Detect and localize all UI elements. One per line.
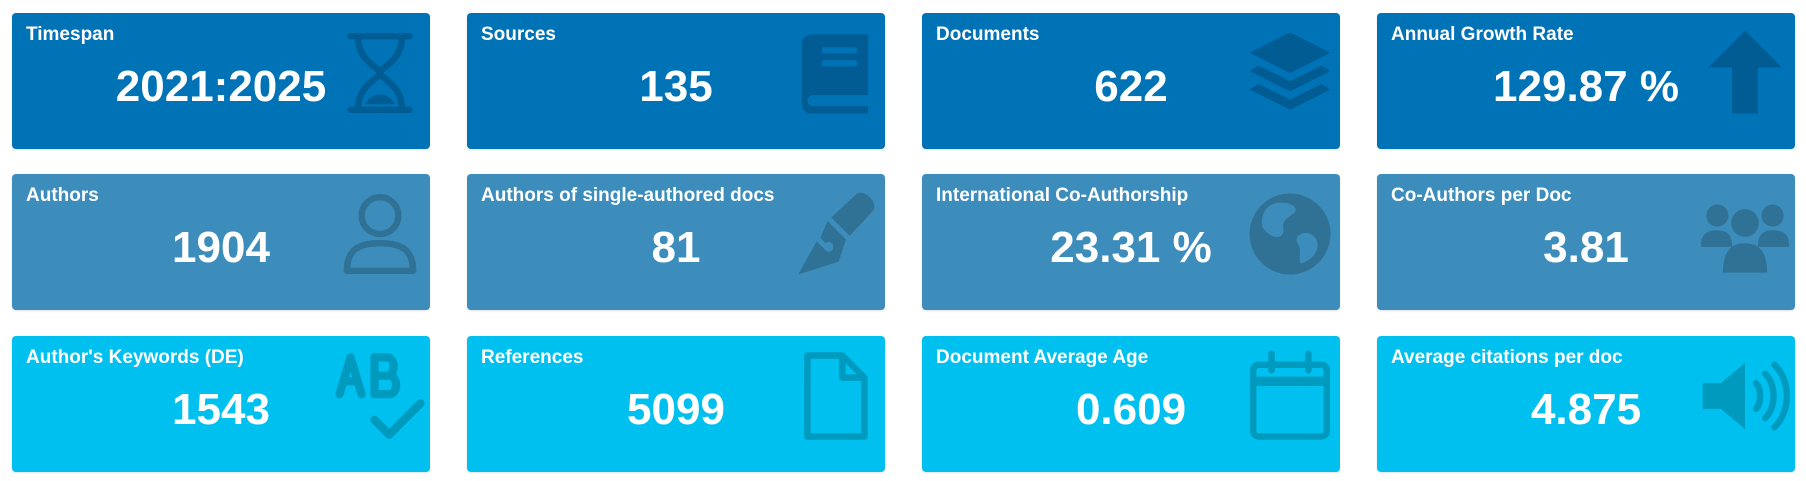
box-value: 129.87 % — [1493, 62, 1679, 111]
box-value: 5099 — [627, 385, 725, 434]
box-label: Authors — [26, 185, 99, 206]
documents-box: Documents 622 — [922, 13, 1340, 149]
timespan-box: Timespan 2021:2025 — [12, 13, 430, 149]
document-average-age-box: Document Average Age 0.609 — [922, 336, 1340, 472]
box-value: 1543 — [172, 385, 270, 434]
authors-box: Authors 1904 — [12, 174, 430, 310]
box-value: 0.609 — [1075, 385, 1187, 434]
volume-icon — [1699, 350, 1791, 442]
layers-icon — [1244, 27, 1336, 119]
globe-icon — [1244, 188, 1336, 280]
users-icon — [1699, 188, 1791, 280]
annual-growth-rate-box: Annual Growth Rate 129.87 % — [1377, 13, 1795, 149]
hourglass-icon — [334, 27, 426, 119]
box-value: 3.81 — [1543, 223, 1629, 272]
sources-box: Sources 135 — [467, 13, 885, 149]
box-label: Timespan — [26, 24, 115, 45]
box-label: Document Average Age — [936, 347, 1149, 368]
calendar-icon — [1244, 350, 1336, 442]
spell-check-icon — [334, 350, 426, 442]
box-value: 4.875 — [1530, 385, 1642, 434]
user-icon — [334, 188, 426, 280]
average-citations-box: Average citations per doc 4.875 — [1377, 336, 1795, 472]
coauthors-per-doc-box: Co-Authors per Doc 3.81 — [1377, 174, 1795, 310]
box-label: Co-Authors per Doc — [1391, 185, 1572, 206]
box-value: 1904 — [172, 223, 270, 272]
book-icon — [789, 27, 881, 119]
box-value: 135 — [639, 62, 713, 111]
box-value: 23.31 % — [1050, 223, 1212, 272]
arrow-up-icon — [1699, 27, 1791, 119]
box-label: Author's Keywords (DE) — [26, 347, 244, 368]
international-coauthorship-box: International Co-Authorship 23.31 % — [922, 174, 1340, 310]
box-label: Average citations per doc — [1391, 347, 1623, 368]
box-value: 2021:2025 — [115, 62, 327, 111]
authors-keywords-box: Author's Keywords (DE) 1543 — [12, 336, 430, 472]
box-label: Documents — [936, 24, 1040, 45]
pen-nib-icon — [789, 188, 881, 280]
box-label: International Co-Authorship — [936, 185, 1189, 206]
references-box: References 5099 — [467, 336, 885, 472]
box-value: 622 — [1094, 62, 1168, 111]
single-authored-box: Authors of single-authored docs 81 — [467, 174, 885, 310]
box-label: Sources — [481, 24, 556, 45]
box-label: Annual Growth Rate — [1391, 24, 1574, 45]
box-value: 81 — [651, 223, 701, 272]
file-icon — [789, 350, 881, 442]
box-label: References — [481, 347, 584, 368]
box-label: Authors of single-authored docs — [481, 185, 775, 206]
